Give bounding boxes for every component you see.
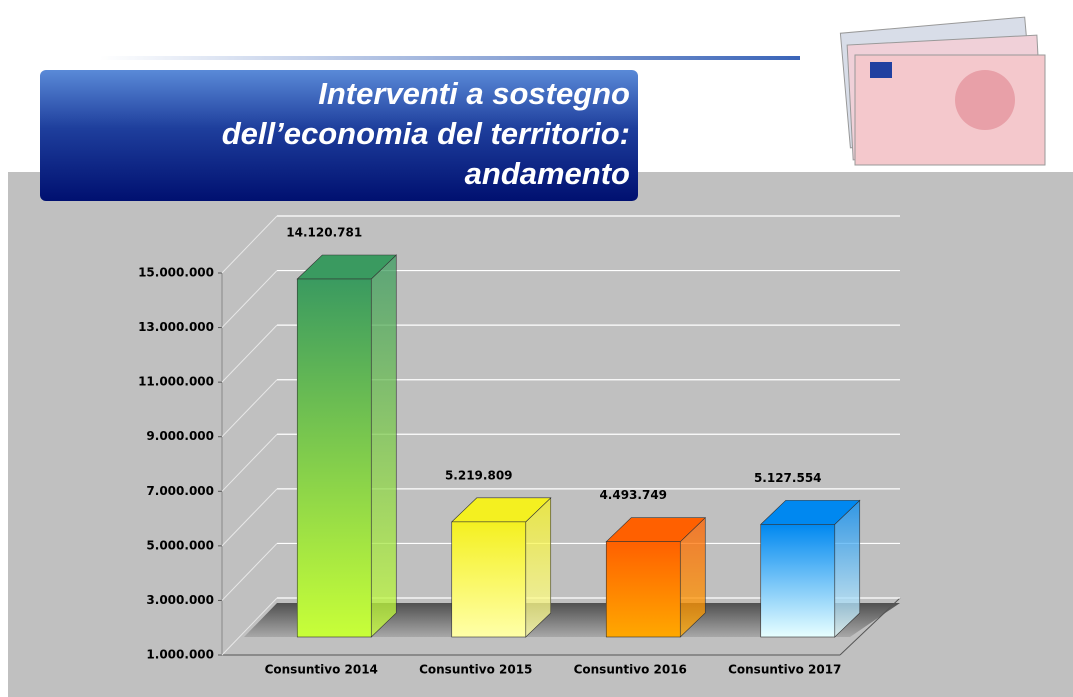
y-tick-label: 15.000.000 [138,266,214,280]
grid-line [221,433,278,492]
x-tick-label: Consuntivo 2015 [419,663,532,677]
x-tick-label: Consuntivo 2017 [728,663,841,677]
header-rule [100,56,800,60]
grid-line [221,543,278,601]
back-wall [277,216,900,598]
chart-title: dell’economia del territorio: [222,116,630,151]
y-tick-label: 13.000.000 [138,320,214,334]
floor-edge [839,597,901,656]
bar [296,278,372,638]
data-label: 5.127.554 [754,471,822,485]
bar-side [525,497,552,638]
title-box [40,70,638,201]
x-tick-label: Consuntivo 2016 [574,663,687,677]
grid-line [221,488,278,547]
y-tick-label: 5.000.000 [146,538,214,552]
bar-side [370,254,397,638]
y-tick-label: 7.000.000 [146,484,214,498]
y-tick-label: 11.000.000 [138,375,214,389]
data-label: 4.493.749 [599,488,667,502]
banknotes [839,16,1046,166]
x-tick-label: Consuntivo 2014 [265,663,378,677]
data-label: 5.219.809 [445,468,513,482]
floor [244,603,900,637]
grid-line [221,270,278,328]
bar [605,541,681,638]
chart-title: Interventi a sostegno [318,76,630,111]
grid-line [221,379,278,438]
chart-title: andamento [465,156,630,191]
y-tick-label: 3.000.000 [146,593,214,607]
bar [760,524,836,638]
y-tick-label: 9.000.000 [146,429,214,443]
data-label: 14.120.781 [286,225,362,239]
grid-line [221,324,278,383]
bar [451,521,527,638]
y-tick-label: 1.000.000 [146,648,214,662]
grid-line [221,215,278,274]
grid-line [221,597,278,656]
